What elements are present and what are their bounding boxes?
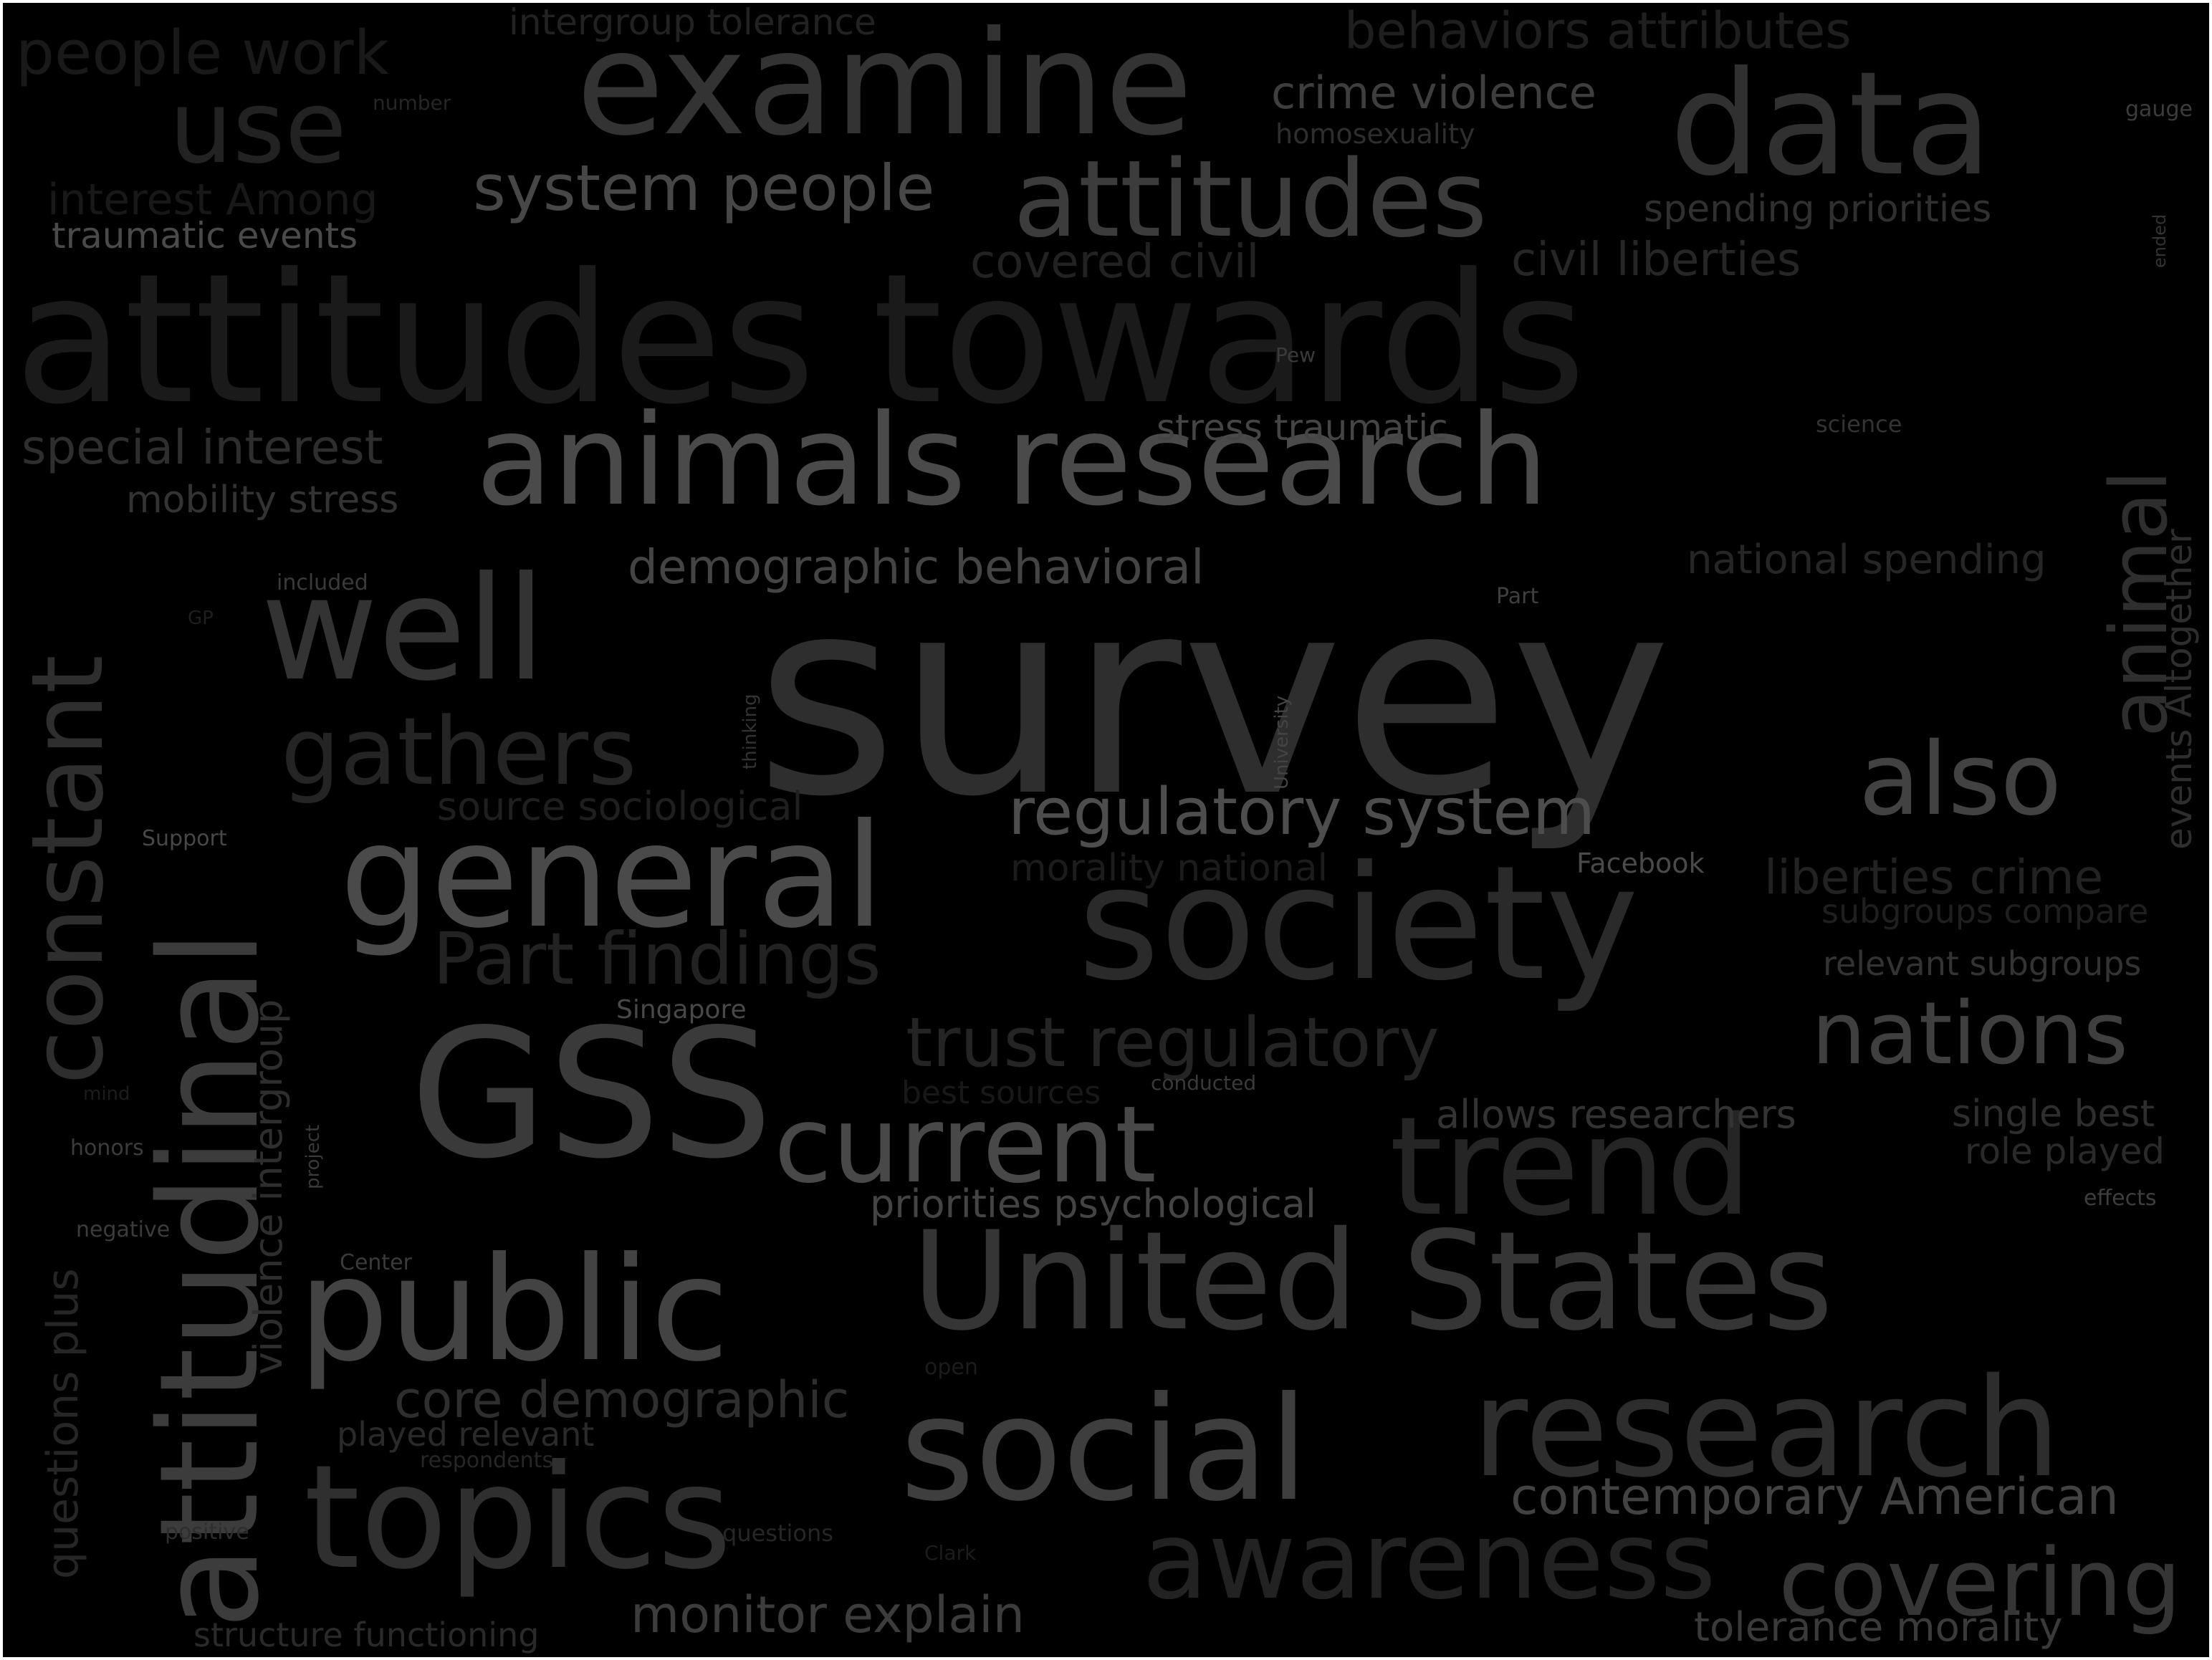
word-monitor-explain: monitor explain [631, 1585, 1025, 1644]
word-also: also [1859, 721, 2062, 838]
word-examine: examine [576, 3, 1193, 168]
word-honors: honors [70, 1136, 144, 1161]
word-effects: questions [722, 1520, 833, 1547]
word-positive: University [1271, 695, 1293, 790]
word-respondents: thinking [739, 694, 761, 769]
word-general: general [340, 793, 885, 960]
word-pew: Pew [1275, 343, 1316, 367]
word-public: public [298, 1227, 729, 1393]
word-social: social [900, 1366, 1309, 1533]
word-clark: ended [2150, 214, 2170, 268]
word-constant: constant [10, 655, 125, 1085]
word-covering: covering [1778, 1528, 2182, 1637]
word-subgroups-compare: subgroups compare [1821, 892, 2149, 931]
word-facebook: Facebook [1576, 848, 1705, 879]
word-behaviors-attributes: behaviors attributes [1344, 3, 1852, 60]
word-system-people: system people [473, 151, 935, 225]
word-included: included [277, 570, 368, 595]
word-university: effects [2084, 1186, 2157, 1211]
word-civil-liberties: civil liberties [1511, 234, 1801, 287]
word-special-interest: special interest [21, 420, 383, 475]
word-part-findings: Part findings [433, 917, 881, 1001]
word-violence-intergroup: violence intergroup [246, 999, 291, 1375]
word-survey: survey [755, 539, 1672, 856]
word-gauge: gauge [2125, 97, 2193, 122]
word-project: open [924, 1355, 978, 1380]
word-liberties-crime: liberties crime [1764, 850, 2104, 905]
word-nations: nations [1811, 984, 2128, 1084]
word-science: science [1816, 411, 1902, 438]
word-covered-civil: covered civil [970, 236, 1260, 289]
word-spending-priorities: spending priorities [1644, 188, 1992, 231]
word-trust-regulatory: trust regulatory [906, 1004, 1440, 1083]
word-singapore: Singapore [616, 995, 747, 1025]
word-part: Part [1496, 584, 1539, 609]
word-tolerance-morality: tolerance morality [1694, 1604, 2063, 1651]
word-current: current [774, 1083, 1157, 1206]
word-mind: mind [83, 1083, 130, 1105]
word-use: use [169, 69, 347, 186]
wordcloud-background: attitudes towards survey animals researc… [3, 3, 2209, 1657]
word-crime-violence: crime violence [1271, 67, 1596, 119]
word-regulatory-system: regulatory system [1008, 774, 1596, 850]
word-attitudes: attitudes [1013, 138, 1488, 261]
word-conducted: conducted [1151, 1071, 1257, 1095]
word-priorities-psychological: priorities psychological [870, 1181, 1316, 1227]
word-interest-among: interest Among [47, 175, 378, 225]
word-mobility-stress: mobility stress [126, 479, 399, 522]
word-animals-research: animals research [476, 388, 1548, 534]
word-negative: negative [76, 1217, 171, 1242]
word-traumatic-events: traumatic events [52, 215, 358, 256]
word-trend: trend [1389, 1088, 1753, 1246]
word-people-work: people work [16, 18, 389, 89]
word-structure-functioning: structure functioning [193, 1616, 540, 1654]
word-intergroup-tolerance: intergroup tolerance [509, 3, 876, 43]
word-ended: respondents [420, 1448, 554, 1473]
word-played-relevant: played relevant [337, 1415, 595, 1454]
word-best-sources: best sources [901, 1075, 1101, 1111]
word-allows-researchers: allows researchers [1436, 1092, 1796, 1137]
word-source-sociological: source sociological [437, 784, 803, 829]
word-gp: GP [188, 608, 214, 629]
word-society: society [1078, 832, 1639, 1015]
word-gathers: gathers [281, 697, 637, 806]
word-morality-national: morality national [1010, 847, 1328, 890]
word-thinking: Center [340, 1250, 412, 1275]
word-relevant-subgroups: relevant subgroups [1823, 944, 2142, 983]
word-role-played: role played [1965, 1131, 2165, 1172]
word-data: data [1670, 41, 1993, 208]
word-open: Clark [924, 1541, 977, 1565]
word-events-altogether: events Altogether [2158, 529, 2200, 850]
word-topics: topics [304, 1434, 732, 1601]
word-research: research [1472, 1349, 2061, 1507]
word-national-spending: national spending [1687, 537, 2046, 583]
word-questions-plus: questions plus [38, 1268, 88, 1579]
word-stress-traumatic: stress traumatic [1157, 407, 1448, 448]
word-questions: project [302, 1124, 324, 1189]
word-center: positive [165, 1520, 249, 1545]
word-single-best: single best [1952, 1093, 2155, 1136]
word-contemporary-american: contemporary American [1510, 1467, 2119, 1526]
word-GSS: GSS [410, 992, 774, 1198]
word-demographic-behavioral: demographic behavioral [628, 539, 1205, 595]
word-number: number [373, 91, 451, 115]
word-support: Support [142, 826, 227, 851]
word-homosexuality: homosexuality [1275, 118, 1475, 150]
word-awareness: awareness [1142, 1499, 1716, 1623]
word-well: well [261, 546, 546, 713]
word-united-states: United States [911, 1202, 1834, 1361]
word-attitudes-towards: attitudes towards [14, 235, 1586, 443]
word-core-demographic: core demographic [394, 1371, 850, 1429]
